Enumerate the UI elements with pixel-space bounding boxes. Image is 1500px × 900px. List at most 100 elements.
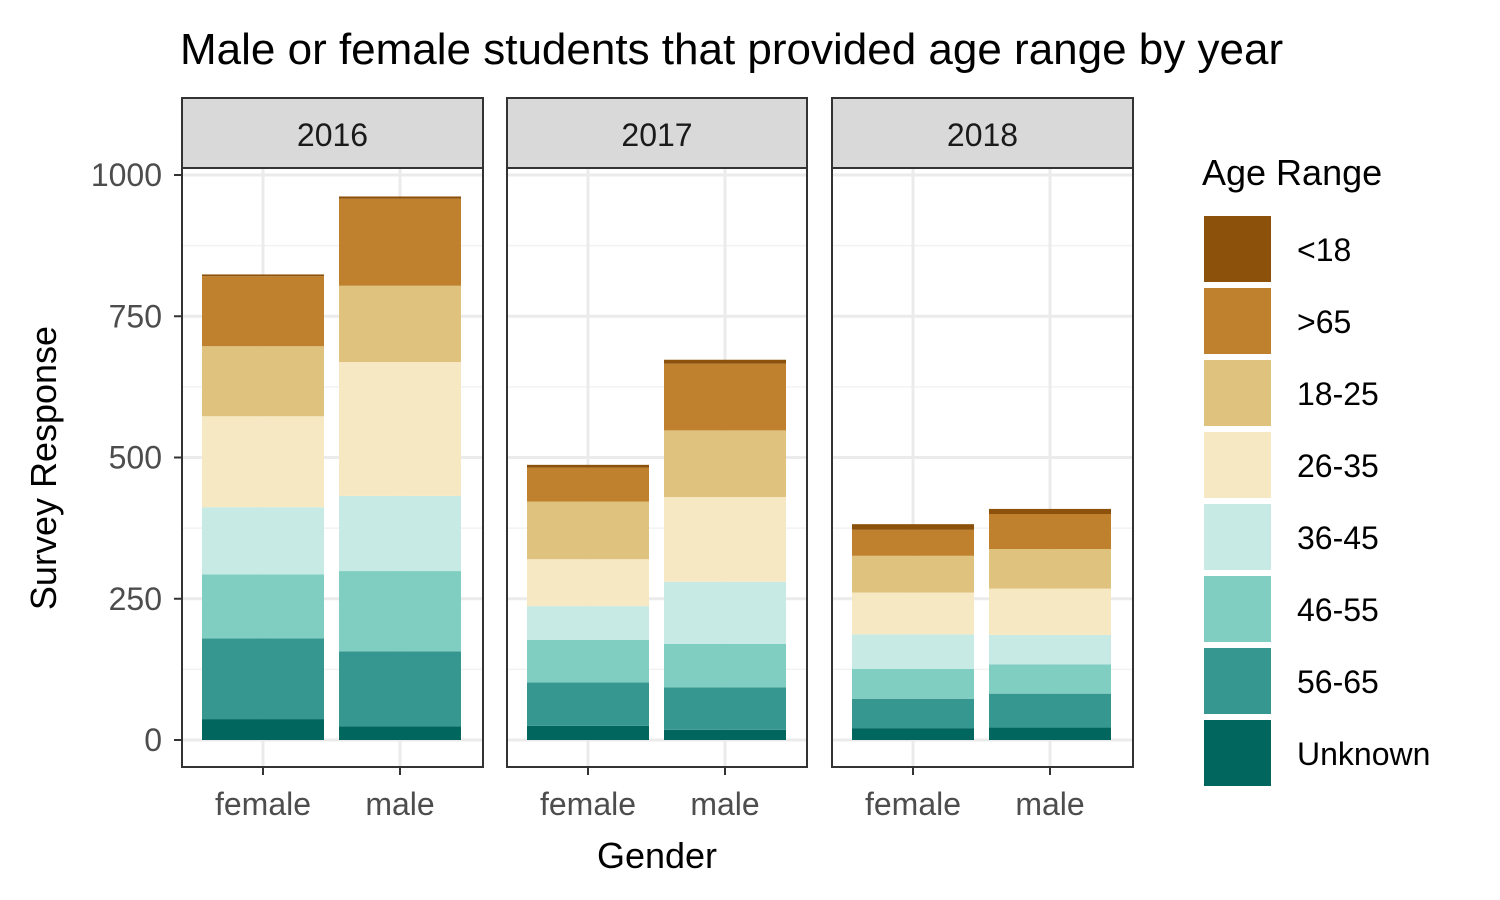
legend-item-26-35: 26-35 <box>1204 432 1379 498</box>
bar-segment-2017-female->65 <box>527 467 649 502</box>
bar-segment-2016-female-18-25 <box>202 346 324 417</box>
bar-segment-2018-male->65 <box>989 514 1111 550</box>
bar-segment-2018-male-56-65 <box>989 693 1111 728</box>
legend-label: 56-65 <box>1297 664 1379 700</box>
y-tick-label: 750 <box>109 298 162 334</box>
bar-segment-2016-female-Unknown <box>202 719 324 740</box>
facet-strip-label: 2018 <box>947 117 1018 153</box>
bar-segment-2018-male-46-55 <box>989 664 1111 694</box>
x-tick-label: female <box>215 786 311 822</box>
bar-segment-2017-male-<18 <box>664 359 786 364</box>
bar-segment-2018-female-46-55 <box>852 668 974 699</box>
legend-swatch <box>1204 576 1271 642</box>
y-axis-title: Survey Response <box>23 326 64 610</box>
legend-label: Unknown <box>1297 736 1430 772</box>
bar-segment-2016-male-18-25 <box>339 285 461 363</box>
y-tick-label: 250 <box>109 581 162 617</box>
bar-segment-2018-male-18-25 <box>989 549 1111 589</box>
legend-item-56-65: 56-65 <box>1204 648 1379 714</box>
bar-segment-2017-female-Unknown <box>527 725 649 740</box>
x-tick-label: male <box>690 786 759 822</box>
legend-label: 46-55 <box>1297 592 1379 628</box>
facet-panel-2018: female male 2018 <box>831 97 1134 822</box>
bar-segment-2017-male-Unknown <box>664 729 786 740</box>
facet-panel-2016: female male 2016 <box>181 97 484 822</box>
legend-swatch <box>1204 432 1271 498</box>
legend-swatch <box>1204 720 1271 786</box>
bar-segment-2018-male-36-45 <box>989 634 1111 665</box>
x-axis-title: Gender <box>597 835 717 876</box>
bar-segment-2016-female-46-55 <box>202 574 324 639</box>
bar-segment-2016-female-56-65 <box>202 638 324 720</box>
bar-segment-2017-female-36-45 <box>527 606 649 640</box>
legend-item-46-55: 46-55 <box>1204 576 1379 642</box>
legend-swatch <box>1204 504 1271 570</box>
bar-segment-2018-female-36-45 <box>852 634 974 669</box>
legend-swatch <box>1204 216 1271 282</box>
legend-item-Unknown: Unknown <box>1204 720 1430 786</box>
bar-segment-2016-female->65 <box>202 276 324 347</box>
facet-panel-2017: female male 2017 <box>506 97 808 822</box>
legend-label: 36-45 <box>1297 520 1379 556</box>
y-tick-label: 1000 <box>91 157 162 193</box>
bar-segment-2018-female-<18 <box>852 524 974 530</box>
bar-segment-2016-female-36-45 <box>202 507 324 575</box>
bar-segment-2017-female-<18 <box>527 464 649 468</box>
legend-label: 26-35 <box>1297 448 1379 484</box>
facet-strip-label: 2017 <box>621 117 692 153</box>
legend-swatch <box>1204 288 1271 354</box>
facet-strip <box>506 97 808 169</box>
legend-title: Age Range <box>1202 152 1382 193</box>
bar-segment-2018-male-<18 <box>989 508 1111 514</box>
x-tick-label: male <box>365 786 434 822</box>
bar-segment-2016-male->65 <box>339 198 461 286</box>
bar-segment-2016-male-Unknown <box>339 726 461 740</box>
legend-label: <18 <box>1297 232 1351 268</box>
bar-segment-2017-male-56-65 <box>664 687 786 730</box>
legend-item-36-45: 36-45 <box>1204 504 1379 570</box>
legend-label: 18-25 <box>1297 376 1379 412</box>
facet-panels: female male 2016 female male 2017 female male 20… <box>181 97 1134 822</box>
bar-segment-2016-male-<18 <box>339 196 461 199</box>
legend-item-18-25: 18-25 <box>1204 360 1379 426</box>
y-tick-label: 500 <box>109 440 162 476</box>
bar-segment-2016-male-56-65 <box>339 651 461 727</box>
bar-segment-2016-male-46-55 <box>339 571 461 652</box>
legend-swatch <box>1204 360 1271 426</box>
bar-segment-2018-female-18-25 <box>852 555 974 593</box>
legend: <18 >65 18-25 26-35 36-45 46-55 56-65 Unknown <box>1204 216 1430 786</box>
chart-title: Male or female students that provided ag… <box>180 25 1283 74</box>
bar-segment-2017-male-46-55 <box>664 643 786 688</box>
legend-swatch <box>1204 648 1271 714</box>
bar-segment-2017-female-56-65 <box>527 682 649 726</box>
x-tick-label: male <box>1015 786 1084 822</box>
bar-segment-2016-female-26-35 <box>202 416 324 508</box>
bar-segment-2018-male-26-35 <box>989 588 1111 635</box>
bar-segment-2018-female-Unknown <box>852 728 974 740</box>
bar-segment-2017-male->65 <box>664 363 786 431</box>
bar-segment-2017-male-18-25 <box>664 430 786 498</box>
x-tick-label: female <box>865 786 961 822</box>
bar-segment-2016-male-26-35 <box>339 362 461 496</box>
bar-segment-2017-female-26-35 <box>527 559 649 607</box>
y-axis: 0 250 500 750 1000 <box>91 157 182 758</box>
x-tick-label: female <box>540 786 636 822</box>
legend-item-<18: <18 <box>1204 216 1351 282</box>
facet-strip <box>181 97 484 169</box>
facet-strip-label: 2016 <box>297 117 368 153</box>
legend-label: >65 <box>1297 304 1351 340</box>
bar-segment-2018-female-26-35 <box>852 592 974 635</box>
legend-item->65: >65 <box>1204 288 1351 354</box>
y-tick-label: 0 <box>144 722 162 758</box>
bar-segment-2017-female-18-25 <box>527 501 649 560</box>
bar-segment-2018-female->65 <box>852 529 974 556</box>
bar-segment-2016-female-<18 <box>202 274 324 277</box>
bar-segment-2016-male-36-45 <box>339 495 461 572</box>
bar-segment-2017-female-46-55 <box>527 639 649 683</box>
bar-segment-2017-male-36-45 <box>664 581 786 644</box>
bar-segment-2018-female-56-65 <box>852 698 974 729</box>
bar-segment-2017-male-26-35 <box>664 497 786 582</box>
bar-segment-2018-male-Unknown <box>989 727 1111 740</box>
facet-strip <box>831 97 1134 169</box>
